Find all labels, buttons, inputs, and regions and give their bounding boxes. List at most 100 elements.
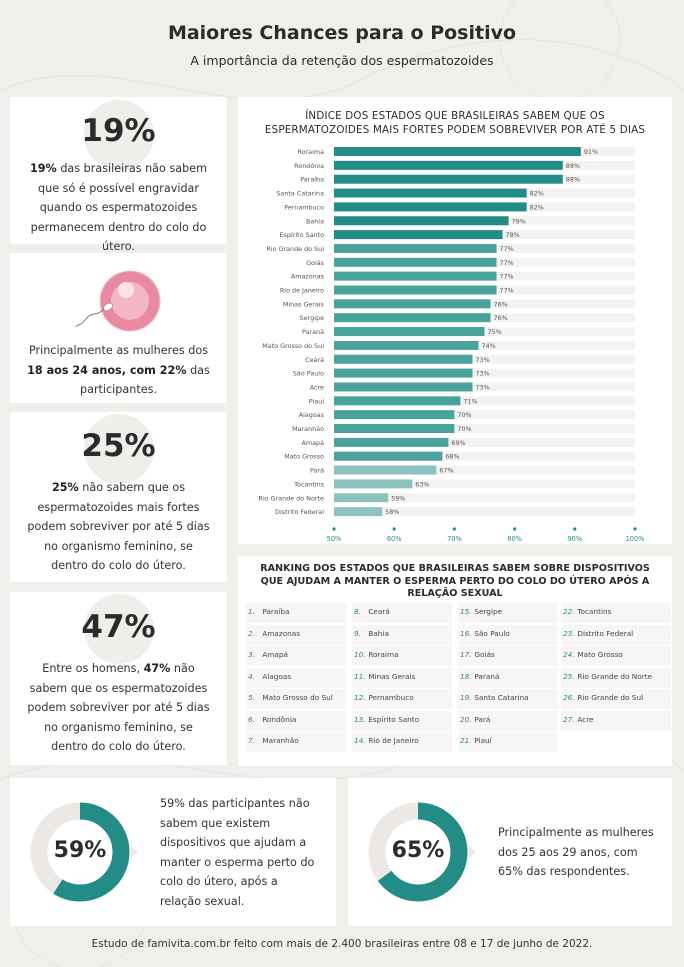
bar (334, 257, 497, 267)
ranking-item: 5. Mato Grosso do Sul (248, 693, 333, 702)
bar-track (334, 479, 635, 489)
bar-track (334, 437, 635, 447)
ranking-cell (458, 667, 558, 688)
category-label: Piauí (309, 397, 324, 405)
bar (334, 493, 389, 503)
ranking-state: Sergipe (472, 607, 503, 616)
donut-chart (368, 802, 476, 902)
donut-percentage: 59% (53, 838, 107, 863)
ranking-number: 19. (460, 693, 472, 702)
category-label: Paraná (302, 328, 324, 336)
stat-text-b: das participantes. (79, 363, 210, 397)
ranking-cell (352, 603, 452, 623)
category-label: Rio de Janeiro (280, 287, 324, 295)
category-label: Amazonas (291, 273, 325, 281)
stat-card-19: 19% 19% das brasileiras não sabem que só… (10, 97, 227, 253)
ranking-item: 4. Alagoas (248, 672, 291, 681)
category-label: Mato Grosso do Sul (262, 342, 324, 350)
ranking-state: Ceará (366, 607, 390, 616)
ranking-item: 19. Santa Catarina (460, 693, 529, 702)
donut-arc (368, 802, 468, 902)
bar (334, 202, 527, 212)
ranking-state: Mato Grosso (575, 650, 623, 659)
category-label: Pará (310, 467, 324, 475)
ranking-state: São Paulo (472, 628, 510, 638)
ranking-cell (352, 689, 452, 709)
donut-percentage: 65% (391, 838, 445, 863)
ranking-card: RANKING DOS ESTADOS QUE BRASILEIRAS SABE… (238, 556, 672, 766)
category-label: Rio Grande do Norte (259, 494, 325, 502)
ranking-state: Rondônia (260, 714, 297, 724)
ranking-item: 14. Rio de Janeiro (354, 736, 419, 745)
donut-description: Principalmente as mulheres dos 25 aos 29… (498, 826, 654, 878)
data-label: 73% (475, 370, 489, 378)
ranking-state: Maranhão (260, 736, 299, 745)
data-label: 59% (391, 494, 405, 502)
ranking-number: 1. (248, 607, 255, 616)
ranking-item: 24. Mato Grosso (563, 650, 623, 659)
ranking-number: 8. (354, 607, 361, 616)
stat-description: 25% não sabem que os espermatozoides mai… (26, 478, 211, 576)
tick-label: 90% (567, 535, 582, 543)
stat-text-b: não sabem que os espermatozoides podem s… (27, 662, 210, 753)
ranking-cell (246, 667, 346, 688)
stat-description: 19% das brasileiras não sabem que só é p… (26, 159, 211, 257)
stat-blob (83, 100, 154, 170)
stat-text: das brasileiras não sabem que só é possí… (30, 162, 208, 253)
ranking-cell (561, 689, 671, 709)
category-label: Alagoas (299, 411, 325, 419)
stat-bold: 47% (143, 662, 171, 675)
egg-sperm-icon (75, 270, 161, 332)
ranking-item: 18. Paraná (460, 672, 499, 681)
stat-bold: 19% (29, 162, 57, 175)
chart-title: ÍNDICE DOS ESTADOS QUE BRASILEIRAS SABEM… (264, 110, 646, 136)
ranking-cell (458, 710, 558, 731)
stat-description: Principalmente as mulheres dos 18 aos 24… (26, 341, 211, 400)
ranking-state: Paraíba (260, 607, 290, 616)
ranking-item: 11. Minas Gerais (354, 672, 415, 681)
ranking-state: Distrito Federal (575, 628, 634, 638)
stat-bold: 25% (51, 481, 79, 494)
ranking-number: 6. (248, 714, 255, 724)
ranking-item: 6. Rondônia (248, 715, 296, 724)
data-label: 88% (566, 162, 580, 170)
bar-track (334, 368, 635, 378)
ranking-state: Goiás (472, 650, 495, 659)
tick-dot (332, 527, 336, 531)
stat-blob (83, 414, 154, 484)
ranking-number: 12. (354, 693, 366, 702)
ranking-cell (246, 603, 346, 623)
ranking-state: Pernambuco (366, 693, 414, 702)
page-subtitle: A importância da retenção dos espermatoz… (190, 53, 494, 68)
bar (334, 313, 491, 323)
data-label: 76% (494, 300, 508, 308)
ranking-cell (352, 646, 452, 666)
bar-track (334, 507, 635, 517)
tick-label: 100% (626, 535, 645, 543)
ranking-number: 3. (248, 650, 255, 659)
ranking-item: 25. Rio Grande do Norte (563, 672, 652, 681)
donut-card-65: 65% Principalmente as mulheres dos 25 ao… (348, 778, 672, 926)
ranking-state: Amazonas (260, 628, 301, 638)
ranking-cell (246, 732, 346, 752)
data-label: 71% (463, 397, 477, 405)
category-label: São Paulo (293, 370, 324, 378)
bar (334, 230, 503, 240)
data-label: 79% (512, 217, 526, 225)
stat-value: 19% (81, 113, 156, 149)
data-label: 58% (385, 508, 399, 516)
bar (334, 299, 491, 309)
bar (334, 160, 563, 170)
ranking-item: 20. Pará (460, 715, 490, 724)
data-label: 63% (415, 480, 429, 488)
tick-label: 80% (507, 535, 522, 543)
tick-dot (513, 527, 517, 531)
bar-track (334, 493, 635, 503)
bar (334, 396, 461, 406)
stat-card-age: Principalmente as mulheres dos 18 aos 24… (10, 253, 227, 403)
donut-description: 59% das participantes não sabem que exis… (160, 797, 315, 908)
ranking-cell (352, 732, 452, 752)
stat-bold: 18 aos 24 anos, com 22% (27, 363, 187, 377)
category-label: Goiás (306, 259, 325, 267)
ranking-number: 20. (460, 714, 472, 724)
